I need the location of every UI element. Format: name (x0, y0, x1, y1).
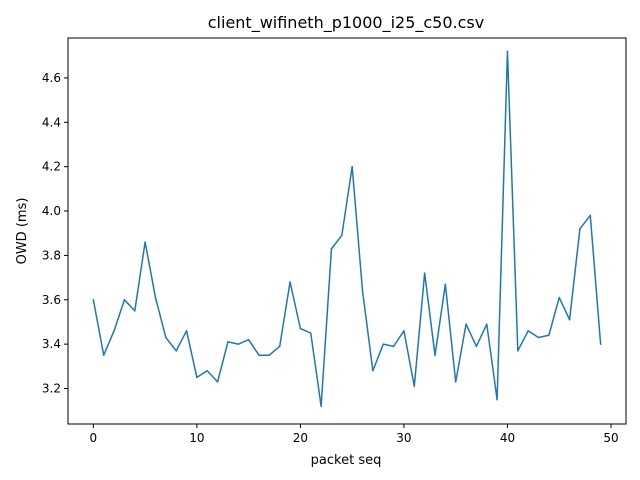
data-point (506, 50, 509, 53)
data-point (361, 290, 364, 292)
data-point (289, 281, 291, 283)
data-point (548, 334, 550, 337)
data-point (196, 376, 198, 379)
x-axis: 0 10 20 30 40 50 (90, 424, 619, 445)
data-point (320, 405, 322, 408)
data-point (92, 299, 95, 301)
data-point (310, 332, 312, 334)
data-point (589, 214, 592, 217)
data-point (465, 323, 467, 325)
x-tick-label: 20 (293, 431, 308, 445)
data-point (247, 338, 250, 341)
data-point (341, 234, 343, 237)
data-point (268, 354, 271, 356)
data-point (599, 343, 602, 345)
data-point (278, 345, 281, 348)
data-point (382, 343, 384, 345)
y-tick-label: 3.4 (42, 337, 61, 351)
data-point (527, 330, 529, 332)
data-point (558, 296, 560, 299)
y-tick-label: 4.4 (42, 115, 61, 129)
y-tick-label: 4.6 (42, 71, 61, 85)
data-point (154, 296, 157, 299)
x-tick-label: 0 (90, 431, 98, 445)
data-point (392, 345, 395, 348)
data-point (134, 310, 136, 312)
data-point (258, 354, 260, 356)
data-point (372, 370, 374, 372)
data-point (102, 354, 105, 356)
series-line-0 (92, 50, 602, 407)
data-point (444, 283, 447, 285)
data-point (434, 354, 436, 356)
y-tick-label: 4.0 (42, 204, 61, 218)
data-point (579, 228, 581, 230)
y-tick-label: 3.2 (42, 382, 61, 396)
data-point (144, 241, 146, 243)
x-tick-label: 50 (603, 431, 618, 445)
data-point (568, 318, 571, 321)
data-point (454, 381, 457, 383)
x-tick-label: 40 (500, 431, 515, 445)
data-point (237, 343, 240, 345)
data-point (486, 323, 488, 325)
data-point (475, 345, 478, 348)
data-point (165, 336, 167, 339)
data-point (227, 341, 229, 343)
data-point (413, 385, 416, 388)
x-axis-label: packet seq (311, 453, 382, 468)
y-tick-label: 3.8 (42, 248, 61, 262)
y-tick-label: 4.2 (42, 160, 61, 174)
plot-area (92, 50, 602, 408)
chart-title: client_wifineth_p1000_i25_c50.csv (208, 13, 484, 33)
data-point (517, 350, 519, 352)
data-point (113, 330, 115, 332)
x-tick-label: 30 (396, 431, 411, 445)
data-point (403, 330, 405, 332)
axes-frame (67, 37, 627, 425)
data-point (496, 398, 498, 401)
data-point (537, 336, 540, 339)
data-point (185, 330, 188, 332)
data-point (206, 370, 208, 372)
data-point (123, 299, 126, 301)
data-point (175, 350, 177, 352)
data-point (423, 272, 426, 274)
data-point (299, 327, 302, 330)
data-point (330, 247, 333, 250)
y-axis: 3.2 3.4 3.6 3.8 4.0 4.2 4.4 4.6 (42, 71, 68, 396)
y-tick-label: 3.6 (42, 293, 61, 307)
data-point (216, 381, 219, 383)
x-tick-label: 10 (189, 431, 204, 445)
y-axis-label: OWD (ms) (15, 198, 30, 265)
data-point (351, 165, 353, 168)
